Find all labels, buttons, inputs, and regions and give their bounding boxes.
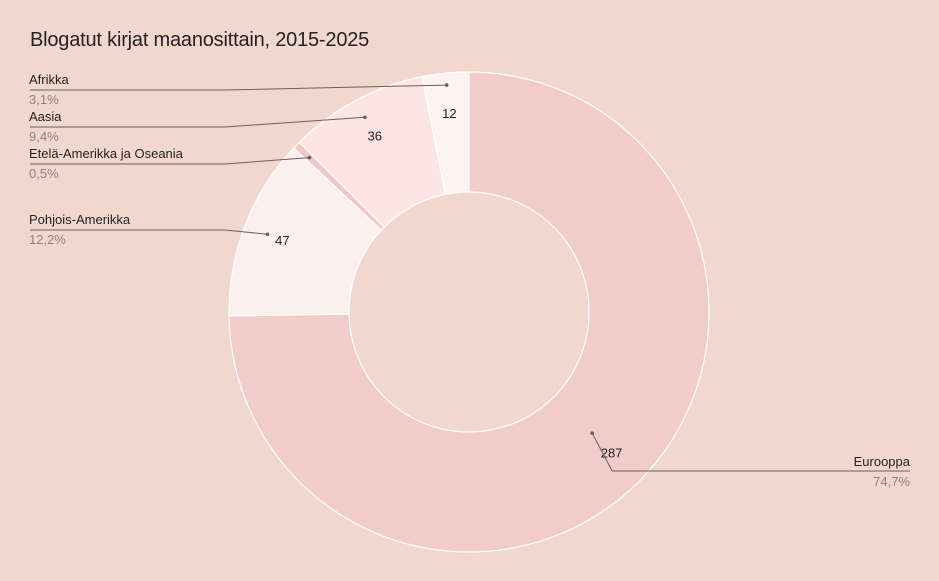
- slice-percent-afrikka: 3,1%: [29, 92, 59, 107]
- slice-label-pohjois-amerikka: Pohjois-Amerikka: [29, 212, 131, 227]
- slices: [228, 71, 710, 553]
- value-label-pohjois-amerikka: 47: [275, 233, 289, 248]
- slice-eurooppa: [228, 71, 710, 553]
- slice-label-eurooppa: Eurooppa: [854, 454, 911, 469]
- slice-percent-aasia: 9,4%: [29, 129, 59, 144]
- value-label-eurooppa: 287: [601, 445, 623, 460]
- slice-percent-eurooppa: 74,7%: [873, 474, 910, 489]
- slice-afrikka: [421, 71, 470, 196]
- chart-title: Blogatut kirjat maanosittain, 2015-2025: [30, 29, 370, 51]
- leader-line-eurooppa: [591, 432, 910, 472]
- slice-percent-etela-amerikka-ja-oseania: 0,5%: [29, 166, 59, 181]
- slice-label-aasia: Aasia: [29, 109, 62, 124]
- slice-label-afrikka: Afrikka: [29, 72, 70, 87]
- leader-dot-pohjois-amerikka: [265, 232, 270, 237]
- leader-dot-etela-amerikka-ja-oseania: [307, 155, 312, 160]
- leader-line-afrikka: [30, 84, 447, 91]
- leader-dot-aasia: [363, 115, 367, 120]
- slice-label-etela-amerikka-ja-oseania: Etelä-Amerikka ja Oseania: [29, 146, 184, 161]
- leader-line-aasia: [30, 116, 365, 128]
- leader-line-etela-amerikka-ja-oseania: [30, 157, 310, 165]
- value-labels: 287 47 36 12: [275, 106, 622, 460]
- slice-labels: Eurooppa 74,7% Pohjois-Amerikka 12,2% Etelä-…: [29, 72, 911, 489]
- slice-percent-pohjois-amerikka: 12,2%: [29, 232, 66, 247]
- value-label-aasia: 36: [367, 129, 381, 144]
- leader-line-pohjois-amerikka: [30, 229, 268, 235]
- value-label-afrikka: 12: [442, 106, 456, 121]
